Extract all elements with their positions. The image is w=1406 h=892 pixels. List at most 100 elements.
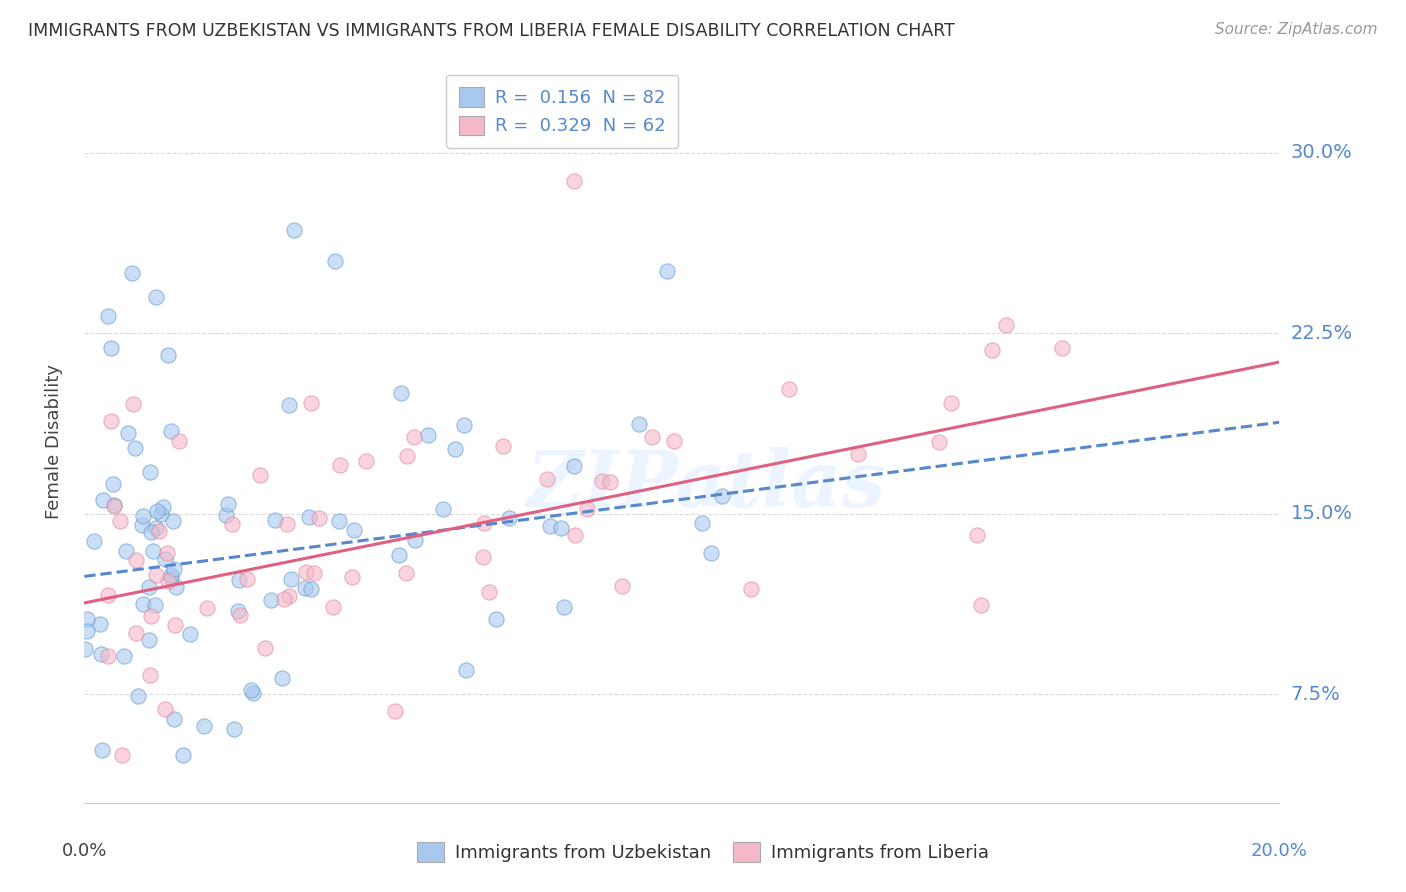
Text: 22.5%: 22.5%	[1291, 324, 1353, 343]
Point	[240, 683, 263, 698]
Point	[388, 548, 411, 562]
Point	[217, 497, 239, 511]
Point	[242, 686, 264, 700]
Point	[343, 523, 366, 537]
Y-axis label: Female Disability: Female Disability	[45, 364, 63, 519]
Point	[167, 434, 190, 448]
Point	[280, 572, 302, 586]
Point	[121, 397, 143, 411]
Text: 20.0%: 20.0%	[1251, 842, 1308, 860]
Point	[690, 516, 713, 531]
Point	[162, 514, 184, 528]
Point	[103, 500, 125, 514]
Point	[146, 504, 169, 518]
Point	[263, 513, 285, 527]
Legend: Immigrants from Uzbekistan, Immigrants from Liberia: Immigrants from Uzbekistan, Immigrants f…	[411, 835, 995, 870]
Point	[356, 454, 378, 468]
Point	[163, 618, 186, 632]
Point	[155, 702, 177, 716]
Point	[276, 516, 298, 531]
Point	[100, 341, 122, 355]
Text: ZIPatlas: ZIPatlas	[526, 447, 886, 523]
Point	[83, 533, 105, 548]
Point	[277, 589, 299, 603]
Point	[143, 599, 166, 613]
Point	[299, 582, 322, 596]
Point	[485, 612, 508, 626]
Point	[249, 467, 271, 482]
Point	[328, 514, 350, 528]
Point	[145, 567, 167, 582]
Point	[159, 571, 181, 585]
Point	[443, 442, 465, 457]
Point	[124, 442, 146, 456]
Point	[157, 574, 180, 589]
Point	[145, 521, 167, 535]
Point	[492, 439, 515, 453]
Point	[228, 604, 250, 618]
Point	[97, 588, 120, 602]
Point	[471, 549, 494, 564]
Point	[612, 579, 634, 593]
Point	[117, 425, 139, 440]
Point	[215, 508, 238, 522]
Point	[131, 518, 153, 533]
Point	[553, 600, 575, 615]
Point	[89, 617, 111, 632]
Point	[472, 516, 495, 530]
Point	[156, 546, 179, 560]
Point	[142, 544, 165, 558]
Point	[112, 648, 135, 663]
Point	[229, 608, 252, 623]
Point	[159, 568, 181, 582]
Point	[193, 719, 215, 733]
Point	[141, 525, 163, 540]
Point	[97, 648, 120, 663]
Point	[236, 573, 259, 587]
Point	[536, 472, 558, 486]
Point	[101, 477, 124, 491]
Point	[90, 647, 112, 661]
Point	[125, 626, 148, 640]
Point	[91, 492, 114, 507]
Point	[253, 641, 276, 656]
Point	[228, 574, 250, 588]
Point	[342, 570, 364, 584]
Point	[138, 580, 160, 594]
Point	[641, 430, 664, 444]
Point	[453, 417, 475, 432]
Point	[283, 222, 305, 236]
Point	[384, 704, 406, 718]
Point	[478, 585, 501, 599]
Point	[301, 396, 323, 410]
Point	[592, 475, 614, 489]
Text: IMMIGRANTS FROM UZBEKISTAN VS IMMIGRANTS FROM LIBERIA FEMALE DISABILITY CORRELAT: IMMIGRANTS FROM UZBEKISTAN VS IMMIGRANTS…	[28, 22, 955, 40]
Point	[550, 521, 572, 535]
Point	[76, 612, 98, 626]
Point	[295, 565, 318, 579]
Point	[121, 266, 143, 280]
Point	[163, 712, 186, 726]
Point	[91, 743, 114, 757]
Point	[155, 552, 177, 566]
Point	[139, 667, 162, 681]
Point	[278, 399, 301, 413]
Text: 7.5%: 7.5%	[1291, 685, 1340, 704]
Point	[132, 509, 155, 524]
Point	[165, 580, 187, 594]
Point	[222, 722, 245, 736]
Point	[115, 543, 138, 558]
Point	[271, 672, 294, 686]
Point	[432, 502, 454, 516]
Point	[97, 310, 120, 324]
Point	[711, 489, 734, 503]
Text: 15.0%: 15.0%	[1291, 504, 1353, 524]
Point	[138, 633, 160, 648]
Point	[125, 553, 148, 567]
Point	[628, 417, 651, 431]
Point	[966, 528, 988, 542]
Point	[103, 499, 125, 513]
Point	[396, 449, 419, 463]
Point	[195, 601, 218, 615]
Point	[150, 507, 173, 521]
